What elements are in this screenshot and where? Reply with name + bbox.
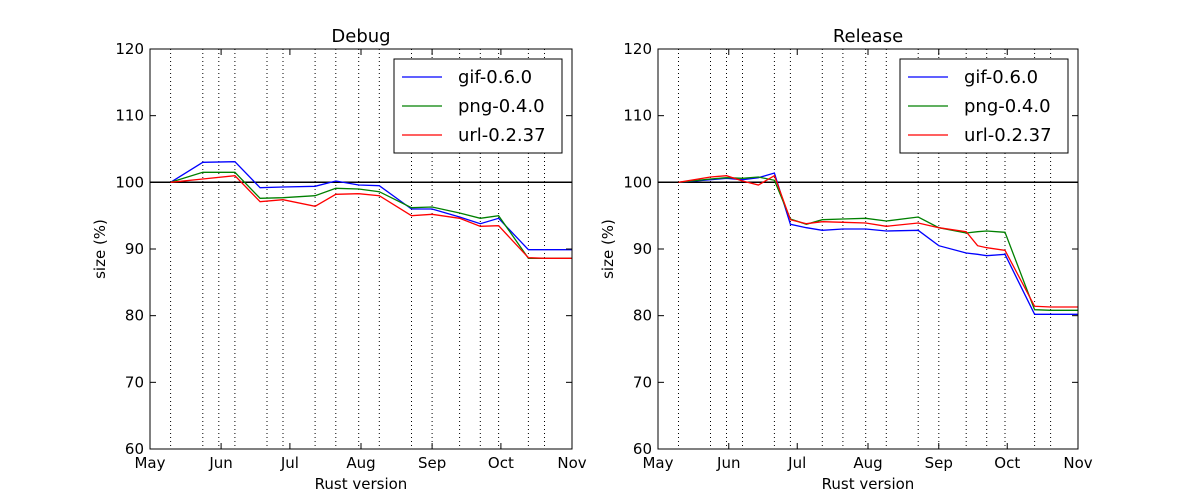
legend-entry: url-0.2.37: [964, 125, 1052, 146]
y-axis-label: size (%): [599, 219, 617, 279]
series-line-url-0.2.37: [678, 174, 1078, 308]
series-line-gif-0.6.0: [170, 161, 572, 251]
legend: gif-0.6.0 png-0.4.0 url-0.2.37: [393, 58, 563, 154]
x-tick-label: Jun: [716, 454, 740, 472]
x-tick-label: Nov: [1063, 454, 1092, 472]
x-tick-label: Oct: [488, 454, 514, 472]
legend-entry: gif-0.6.0: [458, 67, 532, 88]
y-tick-label: 80: [633, 307, 652, 325]
series-line-png-0.4.0: [170, 171, 572, 259]
x-tick-label: Jul: [787, 454, 806, 472]
x-tick-label: Aug: [853, 454, 882, 472]
y-tick-label: 80: [125, 307, 144, 325]
y-axis-label: size (%): [91, 219, 109, 279]
y-tick-label: 120: [115, 40, 144, 58]
y-tick-label: 60: [633, 440, 652, 458]
y-tick-label: 100: [115, 173, 144, 191]
y-tick-label: 90: [125, 240, 144, 258]
x-tick-label: Aug: [346, 454, 375, 472]
x-tick-label: Jun: [208, 454, 232, 472]
legend-entry: png-0.4.0: [458, 96, 545, 117]
x-axis-label: Rust version: [315, 475, 408, 493]
legend: gif-0.6.0 png-0.4.0 url-0.2.37: [899, 58, 1069, 154]
y-tick-label: 70: [633, 373, 652, 391]
legend-entry: gif-0.6.0: [964, 67, 1038, 88]
x-tick-label: Sep: [925, 454, 953, 472]
x-axis-label: Rust version: [822, 475, 915, 493]
x-tick-label: Nov: [557, 454, 586, 472]
y-tick-label: 60: [125, 440, 144, 458]
x-tick-label: Oct: [994, 454, 1020, 472]
chart-title: Debug: [331, 26, 390, 47]
x-tick-label: Jul: [280, 454, 299, 472]
y-tick-label: 110: [623, 107, 652, 125]
y-tick-label: 70: [125, 373, 144, 391]
legend-entry: url-0.2.37: [458, 125, 546, 146]
y-tick-label: 100: [623, 173, 652, 191]
chart-debug: 60 70 80 90 100 110 120 May Jun Jul Aug Sep Oct Nov De…: [91, 26, 587, 493]
chart-release: 60 70 80 90 100 110 120 May Jun Jul Aug Sep Oct Nov Re…: [599, 26, 1093, 493]
series-line-url-0.2.37: [170, 175, 572, 259]
chart-title: Release: [833, 26, 903, 47]
x-tick-label: Sep: [418, 454, 446, 472]
x-tick-label: May: [134, 454, 165, 472]
y-tick-label: 120: [623, 40, 652, 58]
series-line-gif-0.6.0: [678, 172, 1078, 315]
y-tick-label: 110: [115, 107, 144, 125]
legend-entry: png-0.4.0: [964, 96, 1051, 117]
series-line-png-0.4.0: [678, 176, 1078, 311]
x-tick-label: May: [642, 454, 673, 472]
y-tick-label: 90: [633, 240, 652, 258]
